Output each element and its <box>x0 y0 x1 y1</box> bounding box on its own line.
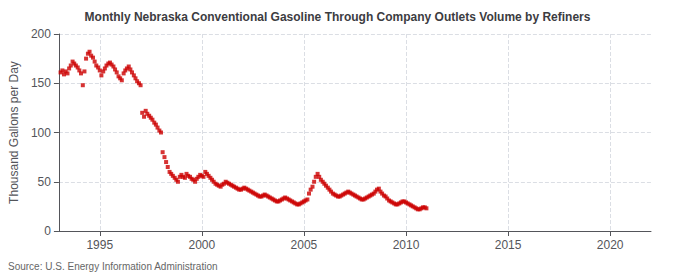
svg-text:2020: 2020 <box>597 238 624 252</box>
svg-text:50: 50 <box>38 175 52 189</box>
svg-text:2015: 2015 <box>495 238 522 252</box>
svg-text:Thousand Gallons per Day: Thousand Gallons per Day <box>7 61 21 204</box>
svg-text:100: 100 <box>31 126 51 140</box>
svg-text:200: 200 <box>31 27 51 41</box>
svg-text:1995: 1995 <box>86 238 113 252</box>
svg-text:2005: 2005 <box>291 238 318 252</box>
svg-text:2000: 2000 <box>188 238 215 252</box>
svg-text:Monthly Nebraska Conventional: Monthly Nebraska Conventional Gasoline T… <box>85 10 591 24</box>
svg-text:150: 150 <box>31 76 51 90</box>
svg-text:Source: U.S. Energy Informatio: Source: U.S. Energy Information Administ… <box>8 261 218 272</box>
svg-text:0: 0 <box>44 224 51 238</box>
svg-text:2010: 2010 <box>393 238 420 252</box>
